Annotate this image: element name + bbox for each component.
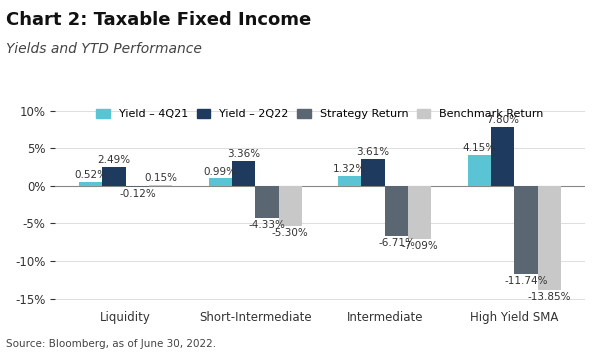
Bar	[79, 182, 103, 186]
Bar	[538, 186, 561, 290]
Text: Source: Bloomberg, as of June 30, 2022.: Source: Bloomberg, as of June 30, 2022.	[6, 340, 216, 349]
Text: 3.36%: 3.36%	[227, 149, 260, 159]
Bar	[278, 186, 302, 226]
Bar	[385, 186, 408, 236]
Text: 7.80%: 7.80%	[486, 115, 519, 125]
Bar	[232, 161, 255, 186]
Text: Yields and YTD Performance: Yields and YTD Performance	[6, 42, 202, 56]
Text: 4.15%: 4.15%	[463, 143, 496, 153]
Text: -6.71%: -6.71%	[378, 238, 415, 248]
Text: 0.15%: 0.15%	[144, 173, 177, 183]
Text: 2.49%: 2.49%	[98, 155, 131, 165]
Bar	[126, 186, 149, 187]
Text: 0.99%: 0.99%	[204, 167, 237, 176]
Bar	[255, 186, 278, 219]
Text: Chart 2: Taxable Fixed Income: Chart 2: Taxable Fixed Income	[6, 11, 311, 29]
Text: 0.52%: 0.52%	[74, 170, 107, 180]
Text: -11.74%: -11.74%	[504, 276, 548, 286]
Text: -4.33%: -4.33%	[248, 220, 286, 230]
Legend: Yield – 4Q21, Yield – 2Q22, Strategy Return, Benchmark Return: Yield – 4Q21, Yield – 2Q22, Strategy Ret…	[97, 109, 544, 119]
Text: 3.61%: 3.61%	[356, 147, 390, 157]
Text: -5.30%: -5.30%	[272, 228, 308, 238]
Bar	[209, 178, 232, 186]
Text: -0.12%: -0.12%	[119, 189, 156, 199]
Bar	[467, 155, 491, 186]
Text: 1.32%: 1.32%	[333, 164, 367, 174]
Bar	[491, 127, 514, 186]
Text: -7.09%: -7.09%	[401, 241, 438, 251]
Bar	[408, 186, 431, 239]
Bar	[338, 176, 361, 186]
Bar	[103, 167, 126, 186]
Bar	[361, 159, 385, 186]
Bar	[514, 186, 538, 274]
Text: -13.85%: -13.85%	[527, 292, 571, 302]
Bar	[149, 185, 172, 186]
